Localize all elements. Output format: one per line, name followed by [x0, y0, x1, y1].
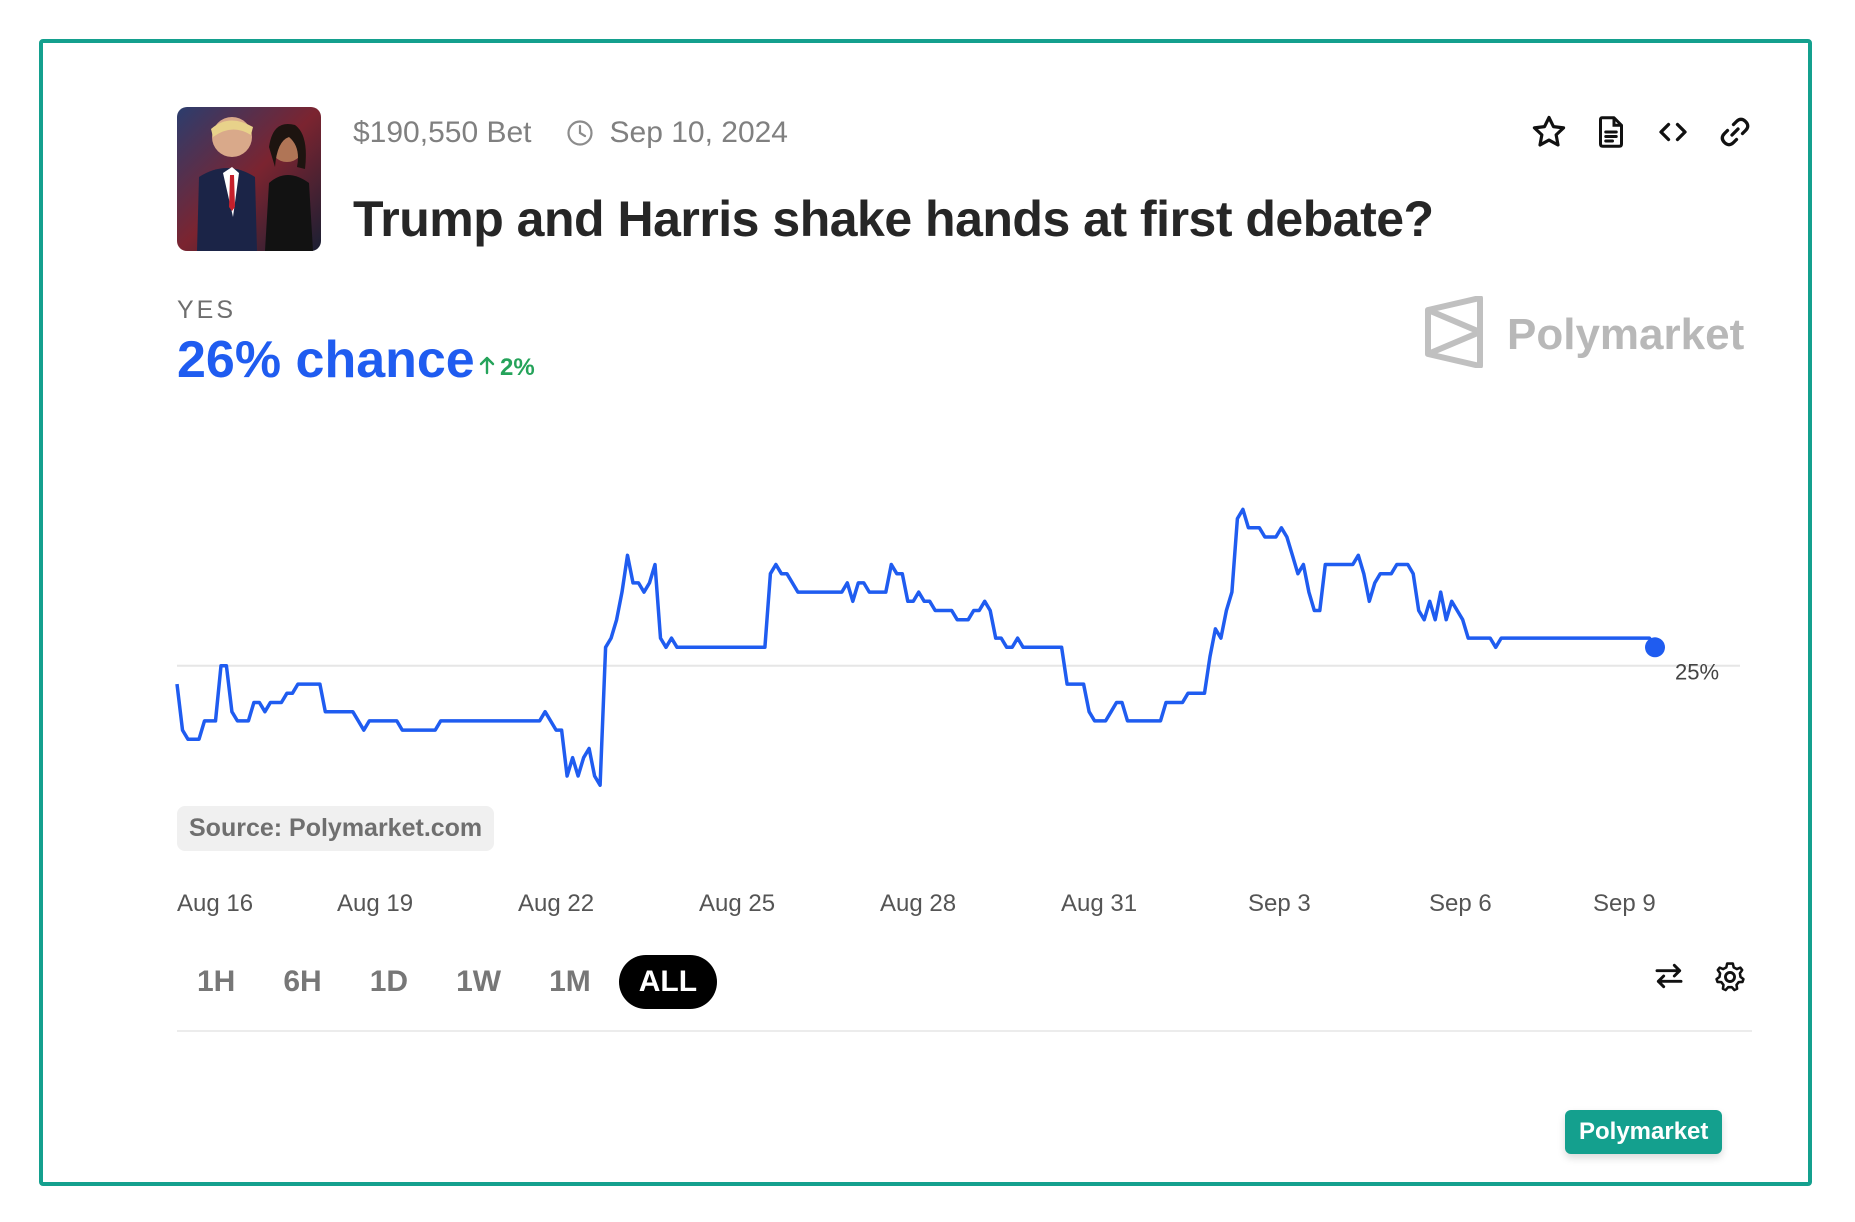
delta-value: 2%	[500, 354, 535, 381]
polymarket-badge[interactable]: Polymarket	[1565, 1110, 1723, 1154]
x-tick-label: Sep 6	[1429, 890, 1492, 917]
x-tick-label: Aug 31	[1061, 890, 1138, 917]
market-meta: $190,550 Bet Sep 10, 2024	[353, 116, 788, 150]
chart-tools	[1653, 960, 1747, 999]
gear-icon[interactable]	[1713, 960, 1747, 999]
source-label: Source: Polymarket.com	[177, 806, 495, 851]
market-title: Trump and Harris shake hands at first de…	[353, 191, 1434, 247]
brand-name: Polymarket	[1507, 309, 1745, 359]
range-button-6h[interactable]: 6H	[283, 965, 322, 998]
x-tick-label: Sep 3	[1248, 890, 1311, 917]
embed-frame	[39, 39, 1812, 1186]
time-range-selector: 1H 6H 1D 1W 1M ALL	[177, 955, 718, 1009]
market-thumbnail	[177, 107, 321, 251]
polymarket-logo-icon	[1423, 295, 1485, 373]
x-tick-label: Aug 25	[699, 890, 776, 917]
code-icon[interactable]	[1653, 112, 1693, 152]
brand-watermark: Polymarket	[1423, 295, 1745, 373]
range-button-1w[interactable]: 1W	[456, 965, 502, 998]
latest-point[interactable]	[1645, 637, 1665, 658]
volume-text: $190,550 Bet	[353, 116, 532, 149]
range-button-1m[interactable]: 1M	[549, 965, 591, 998]
star-icon[interactable]	[1529, 112, 1569, 152]
divider	[177, 1030, 1752, 1032]
document-icon[interactable]	[1591, 112, 1631, 152]
clock-icon	[566, 119, 594, 147]
end-date-text: Sep 10, 2024	[609, 116, 789, 149]
chance-delta: 2%	[478, 354, 535, 382]
x-tick-label: Aug 28	[880, 890, 957, 917]
chance-value: 26% chance	[177, 331, 475, 389]
x-tick-label: Sep 9	[1593, 890, 1656, 917]
header-actions	[1529, 112, 1755, 152]
range-button-all[interactable]: ALL	[618, 955, 718, 1009]
swap-icon[interactable]	[1653, 960, 1685, 999]
x-tick-label: Aug 19	[337, 890, 414, 917]
x-tick-label: Aug 16	[177, 890, 254, 917]
arrow-up-icon	[478, 354, 496, 382]
range-button-1d[interactable]: 1D	[369, 965, 409, 998]
link-icon[interactable]	[1715, 112, 1755, 152]
outcome-label: YES	[177, 296, 237, 324]
range-button-1h[interactable]: 1H	[197, 965, 236, 998]
x-tick-label: Aug 22	[518, 890, 595, 917]
